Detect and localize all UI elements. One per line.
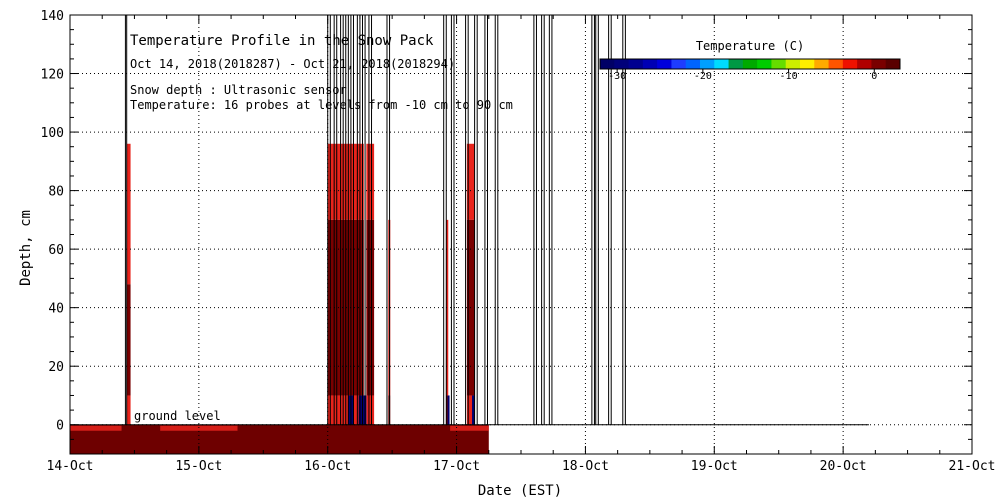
colorbar-swatch bbox=[842, 59, 858, 69]
colorbar-tick-label: -30 bbox=[608, 71, 626, 82]
colorbar-swatch bbox=[628, 59, 644, 69]
x-axis-ticks: 14-Oct 15-Oct 16-Oct 17-Oct 18-Oct 19-Oct 20-O… bbox=[47, 15, 996, 474]
snow-depth-spike bbox=[494, 14, 499, 425]
snow-depth-spike bbox=[443, 14, 447, 425]
colorbar-swatch bbox=[885, 59, 901, 69]
colorbar-label: Temperature (C) bbox=[696, 39, 804, 53]
y-axis-label: Depth, cm bbox=[18, 210, 34, 286]
colorbar-swatch bbox=[785, 59, 801, 69]
soil-warm-band bbox=[160, 425, 238, 431]
chart-title: Temperature Profile in the Snow Pack bbox=[130, 33, 434, 49]
snow-depth-spike bbox=[450, 14, 455, 425]
colorbar-swatch bbox=[871, 59, 887, 69]
temp-column-middle bbox=[126, 284, 131, 396]
snow-depth-spike bbox=[541, 14, 545, 425]
x-tick-label: 19-Oct bbox=[691, 459, 738, 474]
colorbar-swatch bbox=[671, 59, 687, 69]
colorbar-frame bbox=[599, 58, 901, 70]
x-tick-label: 21-Oct bbox=[949, 459, 996, 474]
temp-cold-segment bbox=[472, 395, 475, 425]
colorbar-swatch bbox=[657, 59, 672, 69]
note-temperature: Temperature: 16 probes at levels from -1… bbox=[130, 98, 513, 112]
colorbar-swatch bbox=[642, 59, 658, 69]
note-snow-depth: Snow depth : Ultrasonic sensor bbox=[130, 83, 347, 97]
colorbar-tick-label: -10 bbox=[780, 71, 798, 82]
temp-column-upper bbox=[466, 143, 475, 220]
colorbar-tick-label: -20 bbox=[694, 71, 712, 82]
x-tick-label: 18-Oct bbox=[562, 459, 609, 474]
y-tick-label: 120 bbox=[41, 68, 64, 83]
x-tick-label: 20-Oct bbox=[820, 459, 867, 474]
temp-cold-segment bbox=[447, 395, 450, 425]
temp-column-upper bbox=[366, 143, 375, 220]
soil-fill bbox=[70, 424, 489, 454]
temp-column-upper bbox=[126, 143, 131, 285]
y-tick-label: 60 bbox=[48, 243, 64, 258]
y-tick-label: 20 bbox=[48, 360, 64, 375]
y-tick-label: 80 bbox=[48, 185, 64, 200]
snow-depth-spike bbox=[548, 14, 553, 425]
colorbar-swatch bbox=[728, 59, 744, 69]
chart-subtitle: Oct 14, 2018(2018287) - Oct 21, 2018(201… bbox=[130, 57, 455, 71]
temp-column-lower bbox=[366, 395, 375, 425]
colorbar-swatch bbox=[685, 59, 701, 69]
snow-depth-spike bbox=[124, 14, 128, 425]
x-tick-label: 15-Oct bbox=[175, 459, 222, 474]
colorbar-swatch bbox=[857, 59, 872, 69]
y-tick-label: 100 bbox=[41, 126, 64, 141]
x-axis-label: Date (EST) bbox=[478, 483, 562, 499]
soil-warm-band bbox=[450, 425, 489, 431]
soil-warm-band bbox=[70, 425, 122, 431]
x-tick-label: 17-Oct bbox=[433, 459, 480, 474]
snow-depth-spike bbox=[484, 14, 488, 425]
colorbar-swatch bbox=[600, 59, 615, 69]
temperature-columns bbox=[126, 143, 475, 425]
y-tick-label: 40 bbox=[48, 302, 64, 317]
soil-layer bbox=[70, 424, 489, 454]
snow-depth-line bbox=[70, 14, 869, 426]
y-tick-label: 140 bbox=[41, 9, 64, 24]
grid-lines bbox=[70, 15, 972, 454]
colorbar-swatch bbox=[614, 59, 630, 69]
colorbar-swatch bbox=[828, 59, 844, 69]
plot-frame bbox=[69, 14, 973, 455]
y-tick-label: 0 bbox=[56, 419, 64, 434]
colorbar-swatch bbox=[757, 59, 772, 69]
colorbar-swatch bbox=[800, 59, 815, 69]
colorbar-swatch bbox=[700, 59, 715, 69]
temp-column-lower bbox=[126, 395, 131, 425]
colorbar-swatch bbox=[742, 59, 758, 69]
snow-depth-spike bbox=[474, 14, 478, 425]
colorbar-swatch bbox=[714, 59, 730, 69]
ground-level-label: ground level bbox=[134, 409, 221, 423]
y-axis-ticks: 0 20 40 60 80 100 120 140 bbox=[41, 9, 972, 455]
x-tick-label: 14-Oct bbox=[47, 459, 94, 474]
temp-column-upper bbox=[446, 219, 449, 396]
colorbar-tick-label: 0 bbox=[871, 71, 877, 82]
x-tick-label: 16-Oct bbox=[304, 459, 351, 474]
colorbar: -30 -20 -10 0 bbox=[599, 58, 901, 82]
snow-depth-spike bbox=[595, 14, 599, 425]
snow-depth-spike bbox=[533, 14, 537, 425]
snow-depth-spike bbox=[591, 14, 595, 425]
temp-column-middle bbox=[446, 395, 449, 425]
colorbar-swatch bbox=[814, 59, 830, 69]
colorbar-swatch bbox=[771, 59, 787, 69]
temp-column-lower bbox=[466, 395, 475, 425]
